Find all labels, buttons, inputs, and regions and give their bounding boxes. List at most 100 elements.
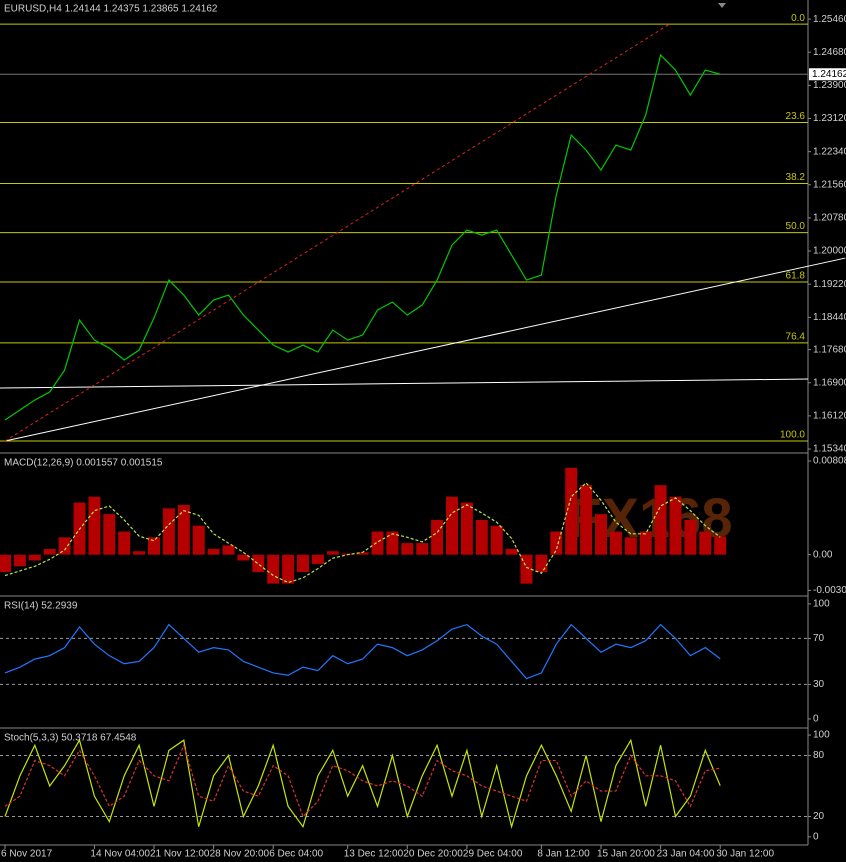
y-tick-label: 100: [813, 730, 830, 741]
y-tick-label: 1.24680: [813, 47, 846, 58]
histogram-bar: [714, 536, 727, 555]
histogram-bar: [43, 548, 56, 555]
histogram-bar: [505, 548, 518, 555]
y-tick-label: 1.23120: [813, 113, 846, 124]
histogram-bar: [0, 554, 11, 573]
histogram-bar: [535, 554, 548, 573]
y-tick-label: 1.16120: [813, 411, 846, 422]
y-tick-label: 100: [813, 599, 830, 610]
histogram-bar: [565, 467, 578, 555]
y-tick-label: 1.23900: [813, 80, 846, 91]
current-price-label: 1.24162: [812, 69, 846, 80]
fib-label: 23.6: [786, 111, 806, 122]
y-tick-label: 0: [813, 714, 819, 725]
panel-title: RSI(14) 52.2939: [4, 601, 78, 612]
histogram-bar: [103, 514, 116, 555]
series-line: [4, 738, 721, 829]
x-tick-label: 20 Dec 20:00: [403, 849, 463, 860]
histogram-bar: [192, 525, 205, 555]
histogram-bar: [639, 531, 652, 555]
series-line: [4, 743, 721, 818]
histogram-bar: [654, 485, 667, 555]
x-tick-label: 29 Dec 04:00: [463, 849, 523, 860]
fib-label: 38.2: [786, 172, 806, 183]
histogram-bar: [371, 531, 384, 555]
y-tick-label: 30: [813, 679, 825, 690]
panel-title: MACD(12,26,9) 0.001557 0.001515: [4, 458, 163, 469]
y-tick-label: 1.17680: [813, 344, 846, 355]
x-tick-label: 14 Nov 04:00: [90, 849, 150, 860]
histogram-bar: [88, 496, 101, 555]
fib-label: 100.0: [780, 430, 805, 441]
y-tick-label: 70: [813, 633, 825, 644]
y-tick-label: 1.21560: [813, 179, 846, 190]
x-tick-label: 21 Nov 12:00: [150, 849, 210, 860]
histogram-bar: [520, 554, 533, 584]
y-tick-label: 80: [813, 750, 825, 761]
x-tick-label: 6 Nov 2017: [1, 849, 53, 860]
histogram-bar: [386, 531, 399, 555]
y-tick-label: 20: [813, 811, 825, 822]
histogram-bar: [446, 496, 458, 555]
histogram-bar: [148, 537, 160, 555]
histogram-bar: [475, 519, 488, 555]
series-line: [4, 53, 721, 421]
y-tick-label: 1.22340: [813, 146, 846, 157]
x-tick-label: 28 Nov 20:00: [210, 849, 270, 860]
y-tick-label: 1.16900: [813, 377, 846, 388]
series-line: [4, 481, 721, 584]
histogram-bar: [297, 554, 309, 573]
histogram-bar: [58, 537, 71, 555]
panel-title: EURUSD,H4 1.24144 1.24375 1.23865 1.2416…: [4, 4, 218, 15]
histogram-bar: [326, 551, 339, 555]
histogram-bar: [311, 554, 324, 564]
histogram-bar: [669, 496, 682, 555]
y-tick-label: 1.20000: [813, 246, 846, 257]
fib-label: 61.8: [786, 271, 806, 282]
panel-title: Stoch(5,3,3) 50.3718 67.4548: [4, 733, 137, 744]
histogram-bar: [133, 551, 146, 555]
trendline: [0, 378, 809, 389]
x-tick-label: 6 Dec 04:00: [269, 849, 323, 860]
y-tick-label: 1.15340: [813, 444, 846, 455]
histogram-bar: [356, 552, 369, 555]
histogram-bar: [118, 531, 131, 555]
series-line: [4, 623, 721, 680]
x-tick-label: 13 Dec 12:00: [344, 849, 404, 860]
histogram-bar: [252, 554, 265, 573]
histogram-bar: [416, 543, 429, 555]
histogram-bar: [237, 554, 250, 561]
trendline: [4, 23, 670, 442]
fib-label: 0.0: [791, 13, 805, 24]
histogram-bar: [207, 548, 220, 555]
x-tick-label: 8 Jan 12:00: [537, 849, 590, 860]
x-tick-label: 23 Jan 04:00: [657, 849, 715, 860]
histogram-bar: [28, 554, 41, 561]
histogram-bar: [550, 531, 563, 555]
histogram-bar: [595, 514, 607, 555]
histogram-bar: [490, 525, 503, 555]
y-tick-label: 0.008086: [813, 456, 846, 467]
histogram-bar: [401, 543, 414, 555]
histogram-bar: [624, 537, 637, 555]
histogram-bar: [431, 519, 444, 555]
fib-label: 50.0: [786, 221, 806, 232]
histogram-bar: [162, 508, 175, 555]
histogram-bar: [13, 554, 26, 567]
y-tick-label: 1.20780: [813, 213, 846, 224]
x-tick-label: 15 Jan 20:00: [597, 849, 655, 860]
x-tick-label: 30 Jan 12:00: [716, 849, 774, 860]
histogram-bar: [609, 531, 622, 555]
histogram-bar: [460, 502, 473, 555]
y-tick-label: -0.003083: [813, 585, 846, 596]
fib-label: 76.4: [786, 331, 806, 342]
histogram-bar: [699, 531, 712, 555]
histogram-bar: [177, 504, 190, 555]
y-tick-label: 1.25460: [813, 14, 846, 25]
histogram-bar: [267, 554, 280, 584]
y-tick-label: 0.00: [813, 549, 833, 560]
trendline: [4, 257, 846, 442]
